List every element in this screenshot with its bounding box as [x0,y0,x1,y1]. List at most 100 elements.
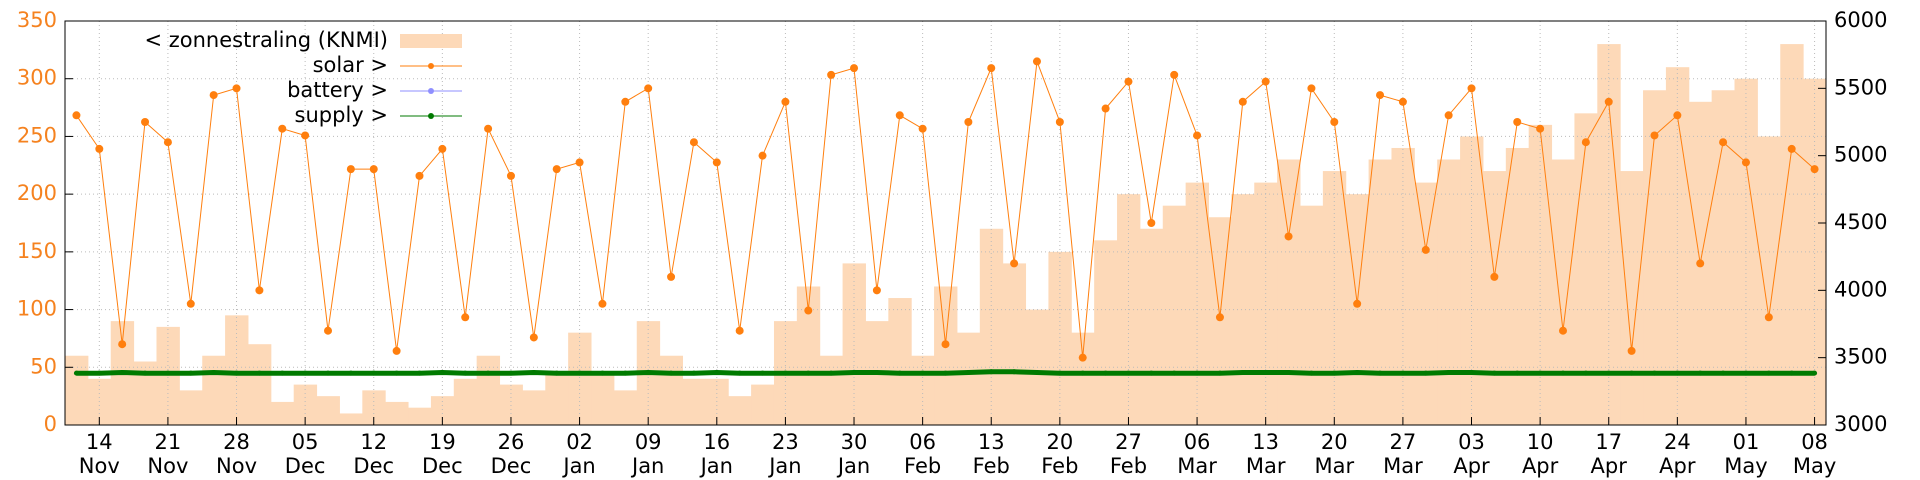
point [828,370,834,376]
point [531,369,537,375]
y-tick-label: 150 [17,239,57,263]
point [461,313,470,322]
point [1604,97,1613,106]
y2-tick-label: 3000 [1834,412,1887,436]
bar [934,286,958,425]
point [1469,369,1475,375]
point [256,370,262,376]
point [278,124,287,133]
point [1032,57,1041,66]
point [1720,370,1726,376]
point [1560,370,1566,376]
point [1491,370,1497,376]
point [1812,370,1818,376]
x-tick-label: 26 Dec [490,430,532,478]
point [1034,369,1040,375]
point [234,370,240,376]
point [186,299,195,308]
bar [545,373,569,425]
bar [1528,124,1553,425]
bar [956,332,981,425]
point [369,165,378,174]
point [1787,144,1796,153]
point [714,369,720,375]
bar [1094,240,1118,425]
point [1467,84,1476,93]
bar [1757,136,1781,425]
x-tick-label: 14 Nov [78,430,120,478]
point [1011,369,1017,375]
x-tick-label: 20 Feb [1041,430,1079,478]
bar [888,298,912,425]
bar [476,355,501,425]
bar [316,396,340,425]
point [1490,272,1499,281]
bar [796,286,821,425]
point [1651,370,1657,376]
point [1764,313,1773,322]
point [485,370,491,376]
point [554,370,560,376]
point [804,306,813,315]
point [506,171,515,180]
point [644,84,653,93]
legend-label: < zonnestraling (KNMI) [144,28,388,52]
bar [842,263,866,425]
x-tick-label: 05 Dec [284,430,326,478]
point [1446,369,1452,375]
point [188,370,194,376]
point [1308,370,1314,376]
x-tick-label: 08 May [1792,430,1837,478]
x-tick-label: 13 Feb [972,430,1010,478]
point [1170,70,1179,79]
bar [1574,113,1598,425]
point [163,138,172,147]
point [760,370,766,376]
bar [1071,332,1095,425]
point [874,369,880,375]
y2-tick-label: 5500 [1834,75,1887,99]
point [918,124,927,133]
point [1263,369,1269,375]
point [897,370,903,376]
point [988,369,994,375]
x-tick-label: 27 Mar [1383,430,1423,478]
point [1673,111,1682,120]
point [964,118,973,126]
point [1261,77,1270,86]
bar [1162,205,1187,425]
x-tick-label: 21 Nov [147,430,189,478]
point [462,370,468,376]
point [920,370,926,376]
x-tick-label: 28 Nov [216,430,258,478]
point [965,369,971,375]
x-tick-label: 03 Apr [1453,430,1490,478]
x-tick-label: 06 Feb [904,430,942,478]
point [1010,259,1019,268]
point [1583,370,1589,376]
x-tick-label: 06 Mar [1177,430,1217,478]
bar [1551,159,1575,425]
x-tick-label: 17 Apr [1590,430,1627,478]
point [209,91,218,100]
bar [133,361,157,425]
point [119,369,125,375]
bar [1597,44,1621,425]
bar [339,413,363,425]
x-tick-label: 30 Jan [837,430,871,478]
point [1444,111,1453,120]
point [987,64,996,73]
point [712,158,721,167]
bar [156,326,180,425]
bar [728,396,752,425]
point [348,370,354,376]
point [325,370,331,376]
point [552,165,561,174]
point [416,370,422,376]
legend-point [428,113,434,119]
point [577,370,583,376]
point [72,111,81,120]
point [1354,369,1360,375]
point [279,370,285,376]
point [392,346,401,355]
